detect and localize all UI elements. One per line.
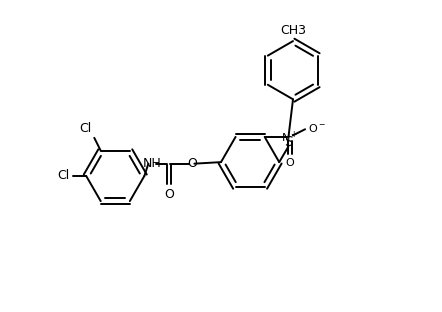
Text: N$^+$: N$^+$ xyxy=(281,129,299,144)
Text: Cl: Cl xyxy=(57,169,70,183)
Text: O$^-$: O$^-$ xyxy=(308,122,326,134)
Text: O: O xyxy=(187,157,197,170)
Text: NH: NH xyxy=(143,157,161,170)
Text: O: O xyxy=(164,188,174,201)
Text: O: O xyxy=(286,158,294,168)
Text: Cl: Cl xyxy=(79,122,91,135)
Text: S: S xyxy=(284,135,293,149)
Text: CH3: CH3 xyxy=(280,24,306,37)
